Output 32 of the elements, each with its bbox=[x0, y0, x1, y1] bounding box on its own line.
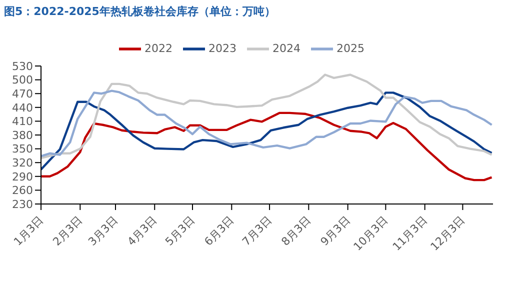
x-tick-label: 7月3日 bbox=[240, 214, 274, 248]
line-series bbox=[41, 74, 493, 160]
x-tick-label: 9月3日 bbox=[318, 214, 353, 248]
legend-label: 2024 bbox=[272, 42, 300, 56]
legend-label: 2025 bbox=[336, 42, 364, 56]
y-tick-label: 500 bbox=[12, 74, 33, 87]
y-tick-label: 260 bbox=[12, 184, 33, 198]
y-tick-label: 440 bbox=[12, 101, 33, 114]
legend-label: 2023 bbox=[208, 42, 236, 56]
x-tick-label: 11月3日 bbox=[390, 214, 430, 254]
y-tick-label: 530 bbox=[12, 60, 33, 73]
line-series bbox=[41, 92, 493, 171]
x-tick-label: 8月3日 bbox=[278, 214, 314, 248]
x-tick-label: 12月3日 bbox=[428, 214, 468, 254]
x-tick-label: 10月3日 bbox=[351, 214, 391, 254]
chart-title: 图5：2022-2025年热轧板卷社会库存（单位：万吨） bbox=[4, 4, 276, 19]
legend-label: 2022 bbox=[144, 42, 172, 56]
x-tick-label: 4月3日 bbox=[124, 214, 160, 248]
y-tick-label: 230 bbox=[12, 198, 33, 211]
x-tick-label: 1月3日 bbox=[11, 214, 46, 248]
y-tick-label: 290 bbox=[12, 170, 33, 184]
y-tick-label: 470 bbox=[12, 88, 33, 101]
x-tick-label: 2月3日 bbox=[50, 214, 86, 248]
y-tick-label: 320 bbox=[12, 156, 33, 170]
line-series bbox=[41, 90, 493, 158]
x-tick-label: 5月3日 bbox=[162, 214, 198, 248]
line-series bbox=[41, 112, 493, 182]
y-tick-label: 380 bbox=[12, 128, 33, 142]
x-tick-label: 6月3日 bbox=[202, 214, 237, 248]
x-tick-label: 3月3日 bbox=[86, 214, 120, 248]
y-tick-label: 350 bbox=[12, 142, 33, 156]
y-tick-label: 410 bbox=[12, 115, 33, 128]
